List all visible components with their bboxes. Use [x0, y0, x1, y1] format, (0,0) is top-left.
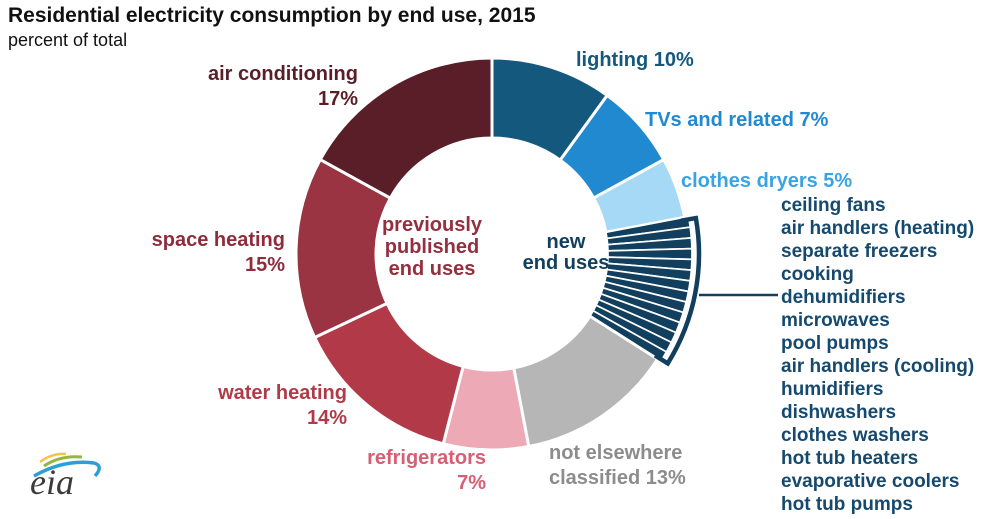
new-end-use-item: air handlers (cooling) [781, 356, 975, 377]
label-previously-published-end-uses: previously published end uses [381, 214, 483, 280]
eia-logo: eia [30, 452, 101, 502]
donut-slices [294, 56, 693, 452]
label-refrigerators: refrigerators 7% [367, 447, 486, 494]
new-end-use-item: dishwashers [781, 402, 897, 423]
label-tvs-and-related: TVs and related 7% [645, 109, 829, 131]
new-end-use-item: hot tub pumps [781, 494, 913, 515]
eia-logo-yellow-swoosh [39, 452, 67, 464]
bracket-curve [653, 215, 702, 367]
new-end-use-item: separate freezers [781, 241, 938, 262]
eia-logo-green-swoosh [43, 455, 83, 468]
label-clothes-dryers: clothes dryers 5% [681, 170, 853, 192]
label-water-heating: water heating 14% [218, 382, 347, 429]
new-end-use-item: cooking [781, 264, 854, 285]
new-end-use-item: dehumidifiers [781, 287, 906, 308]
new-end-use-item: evaporative coolers [781, 471, 960, 492]
label-not-elsewhere-classified: not elsewhere classified 13% [549, 442, 686, 489]
new-end-use-item: hot tub heaters [781, 448, 919, 469]
page-subtitle: percent of total [8, 30, 128, 50]
eia-logo-blue-swoosh [33, 460, 101, 478]
label-new-end-uses: new end uses [522, 231, 610, 274]
eia-logo-text: eia [30, 462, 74, 502]
new-end-uses-list: ceiling fans air handlers (heating) separa… [781, 194, 974, 516]
new-end-use-item: humidifiers [781, 379, 884, 400]
new-end-use-item: clothes washers [781, 425, 929, 446]
new-end-use-item: pool pumps [781, 333, 889, 354]
new-end-use-item: air handlers (heating) [781, 218, 975, 239]
new-end-use-item: ceiling fans [781, 195, 886, 216]
new-end-use-item: microwaves [781, 310, 890, 331]
page-title: Residential electricity consumption by e… [8, 4, 536, 27]
slice-air-conditioning [318, 56, 494, 201]
label-air-conditioning: air conditioning 17% [208, 63, 358, 110]
new-end-uses-bracket [653, 215, 778, 367]
label-lighting: lighting 10% [576, 49, 694, 71]
label-space-heating: space heating 15% [151, 229, 285, 276]
